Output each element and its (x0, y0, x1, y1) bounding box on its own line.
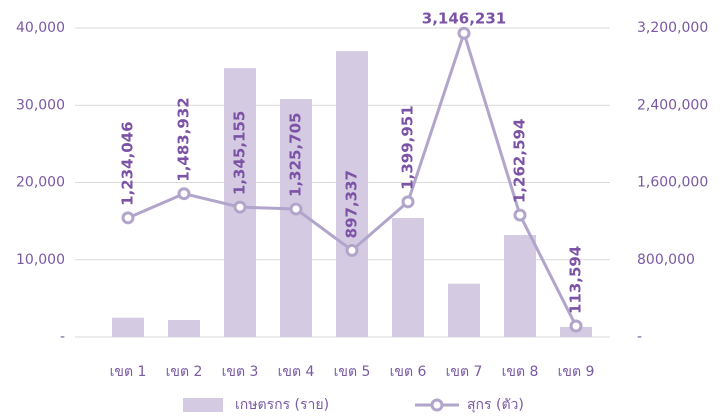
bar (448, 283, 480, 337)
x-tick-label: เขต 8 (502, 364, 539, 380)
y2-tick-label: - (637, 329, 642, 345)
bar (336, 51, 368, 338)
marker (345, 243, 359, 257)
value-label: 113,594 (567, 246, 585, 314)
y2-tick-label: 800,000 (637, 252, 695, 268)
bar (392, 218, 424, 337)
x-tick-label: เขต 7 (446, 364, 483, 380)
y-tick-label: 20,000 (16, 175, 65, 191)
marker (569, 319, 583, 333)
x-tick-label: เขต 5 (334, 364, 371, 380)
value-label: 3,146,231 (422, 10, 506, 28)
x-tick-label: เขต 4 (278, 364, 315, 380)
y-tick-label: 30,000 (16, 97, 65, 113)
value-label: 1,399,951 (399, 105, 417, 189)
marker (233, 200, 247, 214)
x-tick-label: เขต 1 (110, 364, 147, 380)
x-tick-label: เขต 2 (166, 364, 203, 380)
legend-label: เกษตรกร (ราย) (235, 397, 329, 413)
y2-tick-label: 3,200,000 (637, 20, 708, 36)
value-label: 1,262,594 (511, 119, 529, 203)
y2-tick-label: 1,600,000 (637, 175, 708, 191)
bar (504, 235, 536, 337)
legend-marker (430, 398, 444, 412)
value-label: 897,337 (343, 170, 361, 238)
marker (177, 187, 191, 201)
marker (401, 195, 415, 209)
marker (289, 202, 303, 216)
marker (513, 208, 527, 222)
legend-swatch (183, 398, 223, 412)
value-label: 1,234,046 (119, 121, 137, 205)
bar (168, 320, 200, 337)
y-tick-label: - (60, 329, 65, 345)
x-tick-label: เขต 3 (222, 364, 259, 380)
value-label: 1,345,155 (231, 111, 249, 195)
value-label: 1,325,705 (287, 113, 305, 197)
x-tick-label: เขต 6 (390, 364, 427, 380)
marker (457, 26, 471, 40)
x-tick-label: เขต 9 (558, 364, 595, 380)
value-label: 1,483,932 (175, 97, 193, 181)
bar (112, 317, 144, 337)
y-tick-label: 10,000 (16, 252, 65, 268)
marker (121, 211, 135, 225)
legend-label: สุกร (ตัว) (467, 397, 524, 413)
y2-tick-label: 2,400,000 (637, 97, 708, 113)
y-tick-label: 40,000 (16, 20, 65, 36)
